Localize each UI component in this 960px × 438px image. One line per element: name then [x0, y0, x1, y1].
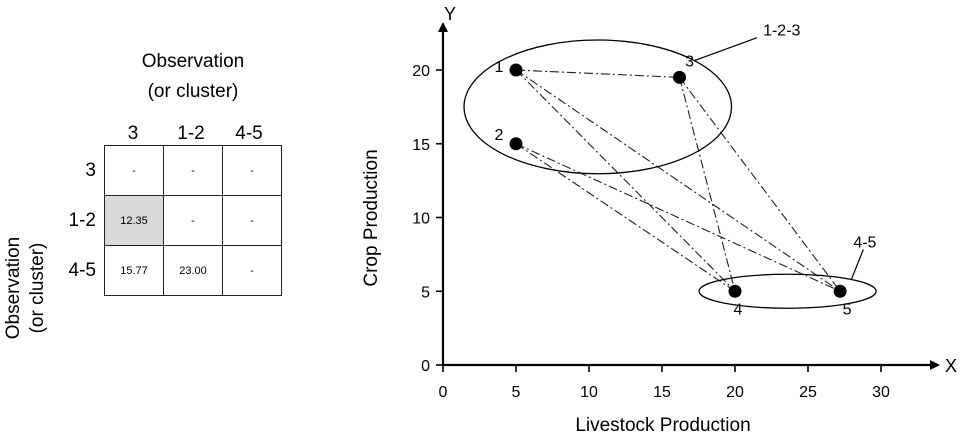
y-tick-label: 0 — [421, 358, 430, 375]
data-point-label: 2 — [495, 127, 504, 144]
x-tick-label: 5 — [512, 384, 521, 401]
link-line — [678, 77, 736, 292]
cluster-callout-line — [693, 37, 758, 62]
matrix-cell: - — [163, 195, 223, 246]
data-point — [509, 137, 523, 151]
matrix-cell: - — [222, 145, 282, 196]
cluster-ellipse — [463, 39, 733, 175]
col-header-4-5: 4-5 — [235, 123, 263, 144]
axes — [436, 22, 940, 372]
matrix-cell: 15.77 — [104, 245, 164, 296]
data-point-label: 3 — [685, 53, 694, 70]
cluster-ellipse — [698, 273, 877, 309]
col-header-1-2: 1-2 — [177, 123, 205, 144]
y-tick-label: 5 — [421, 284, 430, 301]
data-points — [509, 63, 847, 298]
y-tick-label: 15 — [412, 137, 430, 154]
link-line — [515, 69, 736, 292]
x-tick-label: 25 — [799, 384, 817, 401]
data-point — [728, 284, 742, 298]
cluster-ellipses — [463, 37, 877, 309]
data-point — [673, 70, 687, 84]
matrix-top-title-line1: Observation — [141, 51, 245, 72]
row-header-4-5: 4-5 — [68, 260, 96, 281]
y-axis-title: Crop Production — [361, 149, 382, 286]
link-line — [515, 143, 736, 292]
matrix-cell: - — [222, 245, 282, 296]
data-point — [833, 284, 847, 298]
link-line — [515, 69, 680, 78]
link-line — [679, 77, 841, 292]
data-point-label: 5 — [843, 301, 852, 318]
y-axis-letter: Y — [444, 4, 456, 24]
cluster-callout-line — [850, 249, 864, 280]
y-tick-label: 20 — [412, 63, 430, 80]
x-tick-label: 10 — [580, 384, 598, 401]
matrix-top-title-line2: (or cluster) — [147, 81, 239, 102]
data-point-label: 4 — [734, 301, 743, 318]
matrix-cell-min: 12.35 — [104, 195, 164, 246]
x-tick-label: 20 — [726, 384, 744, 401]
x-tick-label: 15 — [653, 384, 671, 401]
x-tick-label: 0 — [439, 384, 448, 401]
x-tick-label: 30 — [872, 384, 890, 401]
link-line — [515, 69, 841, 292]
row-header-3: 3 — [85, 160, 96, 181]
matrix-row: - - - — [104, 145, 282, 196]
link-line — [515, 143, 841, 292]
y-tick-label: 10 — [412, 211, 430, 228]
col-header-3: 3 — [127, 123, 139, 144]
data-point-label: 1 — [495, 59, 504, 76]
row-header-1-2: 1-2 — [68, 210, 96, 231]
x-axis-letter: X — [945, 356, 957, 376]
cluster-label: 1-2-3 — [763, 23, 800, 40]
distance-matrix: - - - 12.35 - - 15.77 23.00 - — [104, 145, 282, 296]
x-axis-title: Livestock Production — [575, 415, 750, 436]
matrix-row: 12.35 - - — [104, 195, 282, 246]
data-point — [509, 63, 523, 77]
link-lines — [515, 69, 841, 292]
matrix-row: 15.77 23.00 - — [104, 245, 282, 296]
cluster-label: 4-5 — [853, 235, 876, 252]
